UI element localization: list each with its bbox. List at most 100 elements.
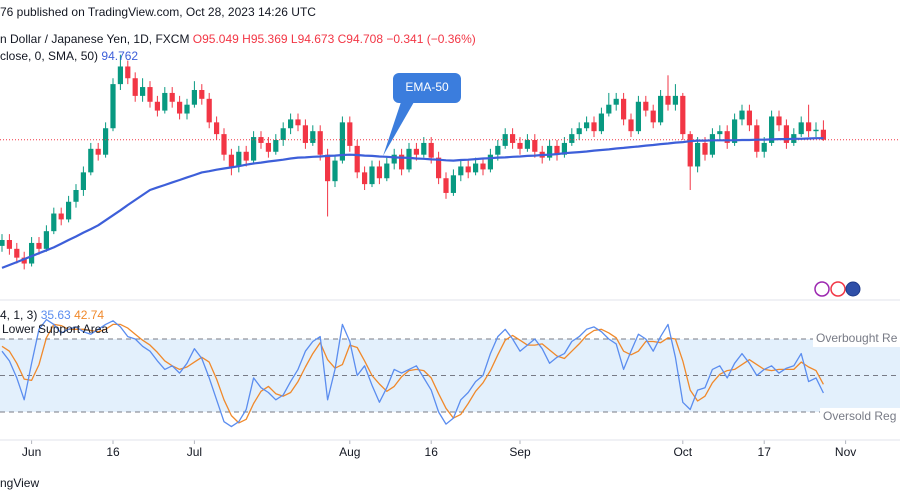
legend-line: n Dollar / Japanese Yen, 1D, FXCM O95.04…	[0, 32, 476, 46]
candle-body	[88, 148, 94, 173]
candle-body	[813, 129, 819, 132]
candle-body	[147, 87, 153, 102]
candle-body	[125, 66, 131, 79]
candle-body	[569, 134, 575, 143]
stoch-d-line	[1, 323, 824, 424]
candle-body	[162, 92, 168, 111]
candle-body	[214, 122, 220, 135]
candle-body	[672, 95, 679, 105]
candle-body	[21, 257, 27, 264]
candle-body	[547, 145, 553, 158]
x-tick-label: Jul	[187, 445, 202, 459]
candle-body	[302, 125, 309, 143]
candle-body	[139, 87, 146, 96]
candle-body	[495, 145, 501, 155]
candle-body	[399, 154, 405, 170]
candle-body	[14, 248, 20, 258]
candle-body	[658, 95, 664, 123]
candle-body	[717, 131, 723, 135]
x-tick-label: Nov	[835, 445, 856, 459]
candle-body	[798, 122, 804, 135]
candle-body	[73, 190, 79, 202]
ohlc-open: O95.049	[193, 32, 239, 46]
candle-body	[228, 154, 235, 167]
tool-icons	[814, 281, 861, 297]
candle-body	[80, 172, 86, 190]
candle-body	[28, 242, 35, 264]
candle-body	[51, 213, 57, 232]
candle-body	[58, 213, 64, 220]
candle-body	[746, 110, 753, 126]
candle-body	[510, 134, 516, 143]
overbought-label: Overbought Re	[816, 331, 898, 345]
candle-body	[391, 154, 397, 164]
candle-body	[650, 110, 656, 123]
candle-body	[154, 101, 161, 111]
candle-body	[709, 134, 716, 155]
candle-body	[643, 101, 649, 111]
candle-body	[354, 145, 360, 173]
candle-body	[517, 142, 523, 149]
candle-body	[317, 131, 323, 155]
candle-body	[591, 122, 597, 132]
x-tick-label: Jun	[22, 445, 41, 459]
candle-body	[236, 151, 242, 167]
candle-body	[487, 154, 494, 170]
candle-body	[132, 78, 138, 96]
candle-body	[221, 134, 227, 155]
candle-body	[702, 142, 708, 155]
candle-body	[0, 240, 5, 246]
candle-body	[362, 172, 368, 185]
candle-body	[280, 128, 286, 140]
candle-body	[554, 145, 560, 155]
candle-body	[251, 137, 257, 161]
stoch-d-value: 42.74	[74, 308, 104, 322]
candle-body	[110, 84, 116, 129]
callout-text: EMA-50	[405, 80, 449, 94]
sma-legend-label: close, 0, SMA, 50)	[0, 49, 98, 63]
x-tick-label: Aug	[339, 445, 360, 459]
symbol: n Dollar / Japanese Yen, 1D, FXCM	[0, 32, 189, 46]
icon	[845, 281, 861, 297]
candle-body	[288, 119, 294, 129]
candle-body	[524, 140, 531, 149]
candle-body	[680, 95, 686, 135]
candle-body	[325, 154, 331, 182]
candle-body	[458, 166, 464, 176]
candle-body	[376, 166, 383, 179]
candle-body	[473, 163, 479, 173]
candle-body	[776, 116, 782, 126]
candle-body	[369, 166, 375, 185]
candle-body	[769, 116, 775, 143]
candle-body	[628, 119, 634, 132]
candle-body	[606, 104, 612, 114]
candle-body	[532, 140, 538, 152]
published-note: 76 published on TradingView.com, Oct 28,…	[0, 5, 316, 19]
candle-body	[102, 128, 109, 155]
ohlc-close: C94.708	[338, 32, 384, 46]
stoch-k-value: 35.63	[41, 308, 71, 322]
stoch-k-line	[1, 318, 824, 428]
ohlc-high: H95.369	[242, 32, 288, 46]
candle-body	[177, 101, 183, 114]
candle-body	[754, 125, 760, 152]
sma-line	[1, 137, 824, 269]
candle-body	[199, 90, 205, 99]
candle-body	[687, 134, 693, 167]
candle-body	[413, 148, 420, 155]
x-tick-label: 16	[425, 445, 439, 459]
candle-body	[695, 142, 701, 167]
candle-body	[191, 90, 198, 105]
candle-body	[206, 98, 212, 123]
candle-body	[6, 240, 12, 249]
x-tick-label: Oct	[673, 445, 692, 459]
candle-body	[613, 98, 619, 105]
ohlc-change: −0.341 (−0.36%)	[386, 32, 475, 46]
candle-body	[332, 160, 338, 182]
ema-callout: EMA-50	[383, 73, 461, 156]
candle-body	[584, 122, 590, 129]
oversold-label: Oversold Reg	[823, 409, 896, 423]
candle-body	[169, 92, 175, 102]
ohlc-low: L94.673	[291, 32, 335, 46]
